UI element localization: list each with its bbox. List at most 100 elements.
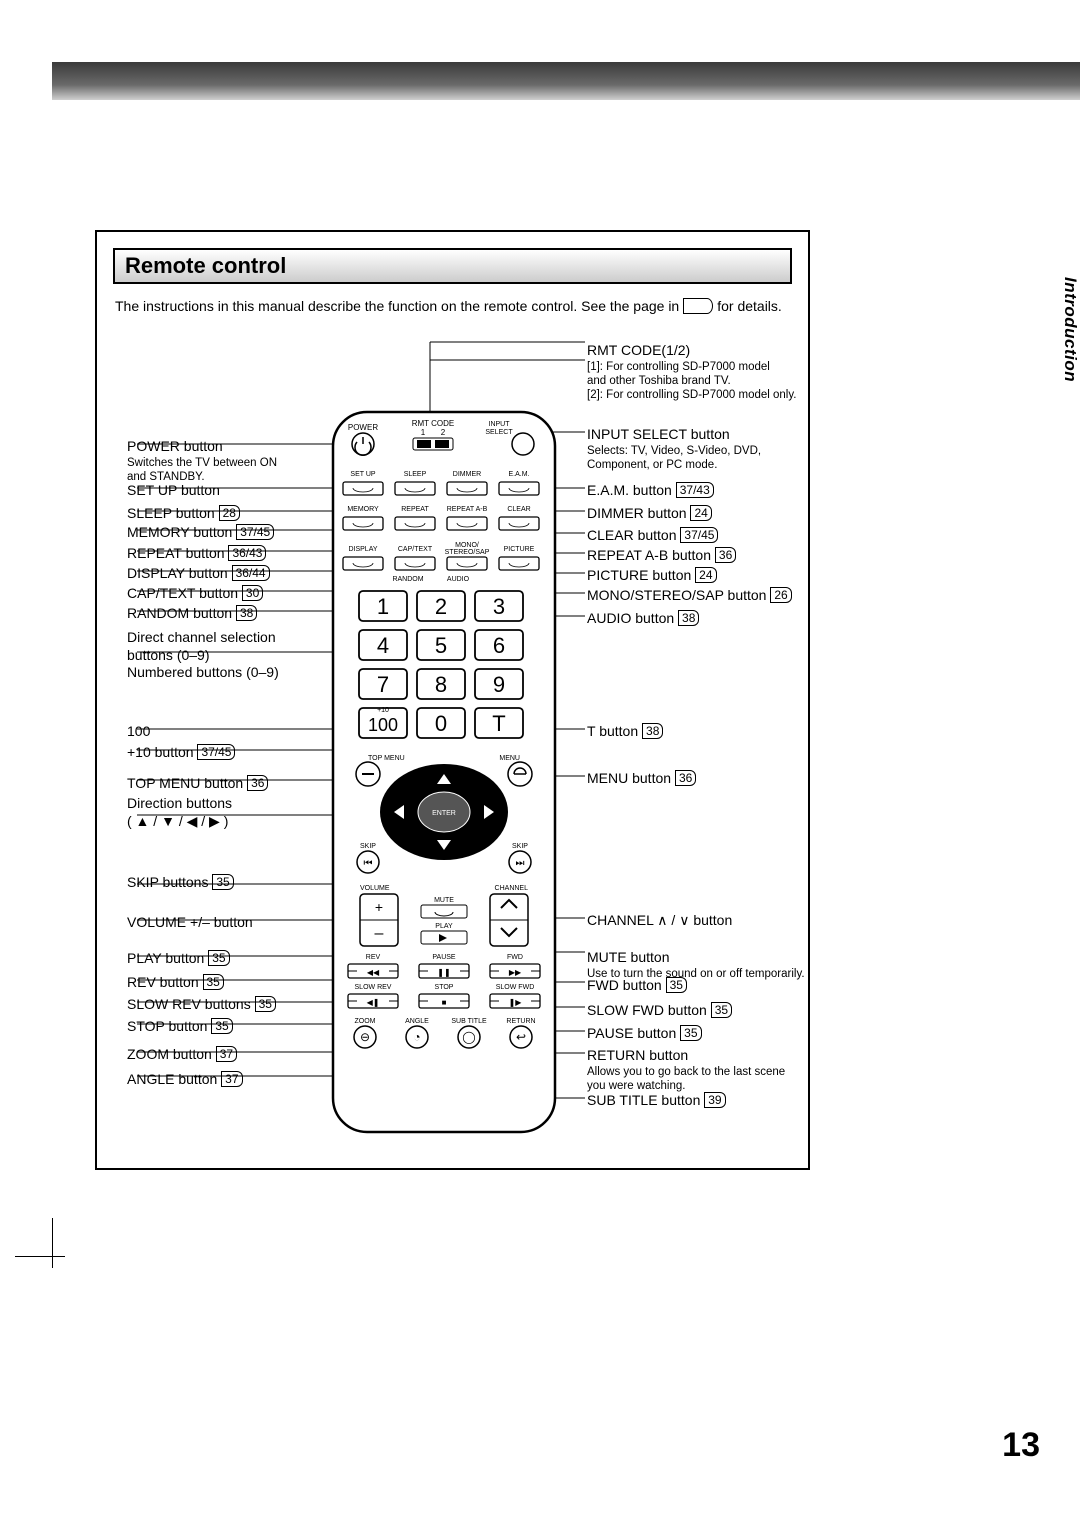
svg-text:8: 8 [435,672,447,697]
page-ref-placeholder-icon [683,298,713,314]
callout-label: CHANNEL ∧ / ∨ button [587,912,807,930]
page-ref-icon: 30 [242,585,263,601]
svg-text:POWER: POWER [348,423,378,432]
page-ref-icon: 35 [680,1025,701,1041]
svg-text:REPEAT A-B: REPEAT A-B [447,506,488,513]
callout-label: POWER buttonSwitches the TV between ON a… [127,438,317,484]
page-ref-icon: 35 [208,950,229,966]
svg-text:SLEEP: SLEEP [404,471,427,478]
svg-text:6: 6 [493,633,505,658]
callout-label: SUB TITLE button 39 [587,1092,807,1110]
callout-label: DISPLAY button 36/44 [127,565,317,583]
callout-label: +10 button 37/45 [127,744,317,762]
callout-label: PLAY button 35 [127,950,317,968]
intro-text: The instructions in this manual describe… [115,298,790,314]
page-ref-icon: 36/44 [232,565,270,581]
svg-text:❚▶: ❚▶ [509,998,523,1007]
callout-label: ANGLE button 37 [127,1071,317,1089]
page-number: 13 [1002,1426,1040,1465]
callout-label: MONO/STEREO/SAP button 26 [587,587,807,605]
svg-text:MUTE: MUTE [434,897,454,904]
svg-text:7: 7 [377,672,389,697]
svg-text:REV: REV [366,954,381,961]
callout-label: REPEAT button 36/43 [127,545,317,563]
svg-text:PLAY: PLAY [435,923,453,930]
svg-text:CLEAR: CLEAR [507,506,530,513]
svg-text:SLOW REV: SLOW REV [355,984,392,991]
intro-line-b: for details. [717,298,782,314]
svg-text:■: ■ [442,998,447,1007]
callout-label: MENU button 36 [587,770,807,788]
svg-text:◯: ◯ [462,1030,475,1044]
svg-text:T: T [492,711,505,736]
svg-text:MEMORY: MEMORY [347,506,379,513]
svg-text:SUB TITLE: SUB TITLE [451,1018,487,1025]
svg-text:↩: ↩ [516,1030,526,1044]
svg-text:3: 3 [493,594,505,619]
svg-text:MENU: MENU [499,755,520,762]
callout-label: REPEAT A-B button 36 [587,547,807,565]
svg-text:STOP: STOP [435,984,454,991]
svg-text:100: 100 [368,715,398,735]
page-ref-icon: 35 [212,874,233,890]
callout-label: SLOW FWD button 35 [587,1002,807,1020]
svg-text:1: 1 [377,594,389,619]
page-ref-icon: 35 [211,1018,232,1034]
svg-text:◀◀: ◀◀ [367,968,380,977]
section-tab: Introduction [1040,250,1080,410]
svg-text:5: 5 [435,633,447,658]
callout-label: FWD button 35 [587,977,807,995]
svg-text:⏮: ⏮ [364,858,373,869]
page-ref-icon: 37/45 [680,527,718,543]
callout-label: STOP button 35 [127,1018,317,1036]
svg-text:SET UP: SET UP [350,471,375,478]
svg-text:⊖: ⊖ [360,1030,370,1044]
page-top-gradient [52,62,1080,100]
page-ref-icon: 26 [770,587,791,603]
callout-label: AUDIO button 38 [587,610,807,628]
svg-text:INPUTSELECT: INPUTSELECT [485,421,513,436]
callout-label: INPUT SELECT buttonSelects: TV, Video, S… [587,426,807,472]
page-ref-icon: 28 [219,505,240,521]
page-ref-icon: 38 [678,610,699,626]
intro-line-a: The instructions in this manual describe… [115,298,679,314]
page-ref-icon: 36/43 [228,545,266,561]
page-ref-icon: 38 [642,723,663,739]
page-ref-icon: 24 [695,567,716,583]
callout-label: CAP/TEXT button 30 [127,585,317,603]
callout-label: VOLUME +/– button [127,914,317,932]
section-title-text: Remote control [125,253,286,279]
svg-text:CHANNEL: CHANNEL [495,885,529,892]
page-ref-icon: 35 [711,1002,732,1018]
callout-label: DIMMER button 24 [587,505,807,523]
page-ref-icon: 38 [236,605,257,621]
svg-text:SKIP: SKIP [360,843,376,850]
callout-label: Direction buttons ( ▲ / ▼ / ◀ / ▶ ) [127,795,317,830]
callout-label: E.A.M. button 37/43 [587,482,807,500]
svg-text:⏭: ⏭ [516,858,525,869]
svg-text:◔: ◔ [413,1030,420,1044]
callout-label: SLOW REV buttons 35 [127,996,317,1014]
svg-text:4: 4 [377,633,389,658]
svg-text:VOLUME: VOLUME [360,885,390,892]
svg-text:STEREO/SAP: STEREO/SAP [445,549,490,556]
page-ref-icon: 39 [704,1092,725,1108]
callout-label: RMT CODE(1/2)[1]: For controlling SD-P70… [587,342,807,403]
svg-text:DISPLAY: DISPLAY [348,546,377,553]
callout-label: MEMORY button 37/45 [127,524,317,542]
svg-text:DIMMER: DIMMER [453,471,481,478]
svg-text:SLOW FWD: SLOW FWD [496,984,535,991]
svg-text:RMT CODE: RMT CODE [412,419,455,428]
svg-text:PAUSE: PAUSE [432,954,456,961]
svg-text:❚❚: ❚❚ [437,968,450,977]
svg-text:0: 0 [435,711,447,736]
svg-text:SKIP: SKIP [512,843,528,850]
page-ref-icon: 36 [247,775,268,791]
callout-label: PAUSE button 35 [587,1025,807,1043]
svg-text:ANGLE: ANGLE [405,1018,429,1025]
section-title: Remote control [113,248,792,284]
svg-text:AUDIO: AUDIO [447,576,470,583]
svg-text:1: 1 [421,428,426,437]
page-ref-icon: 24 [690,505,711,521]
page-ref-icon: 37/43 [676,482,714,498]
